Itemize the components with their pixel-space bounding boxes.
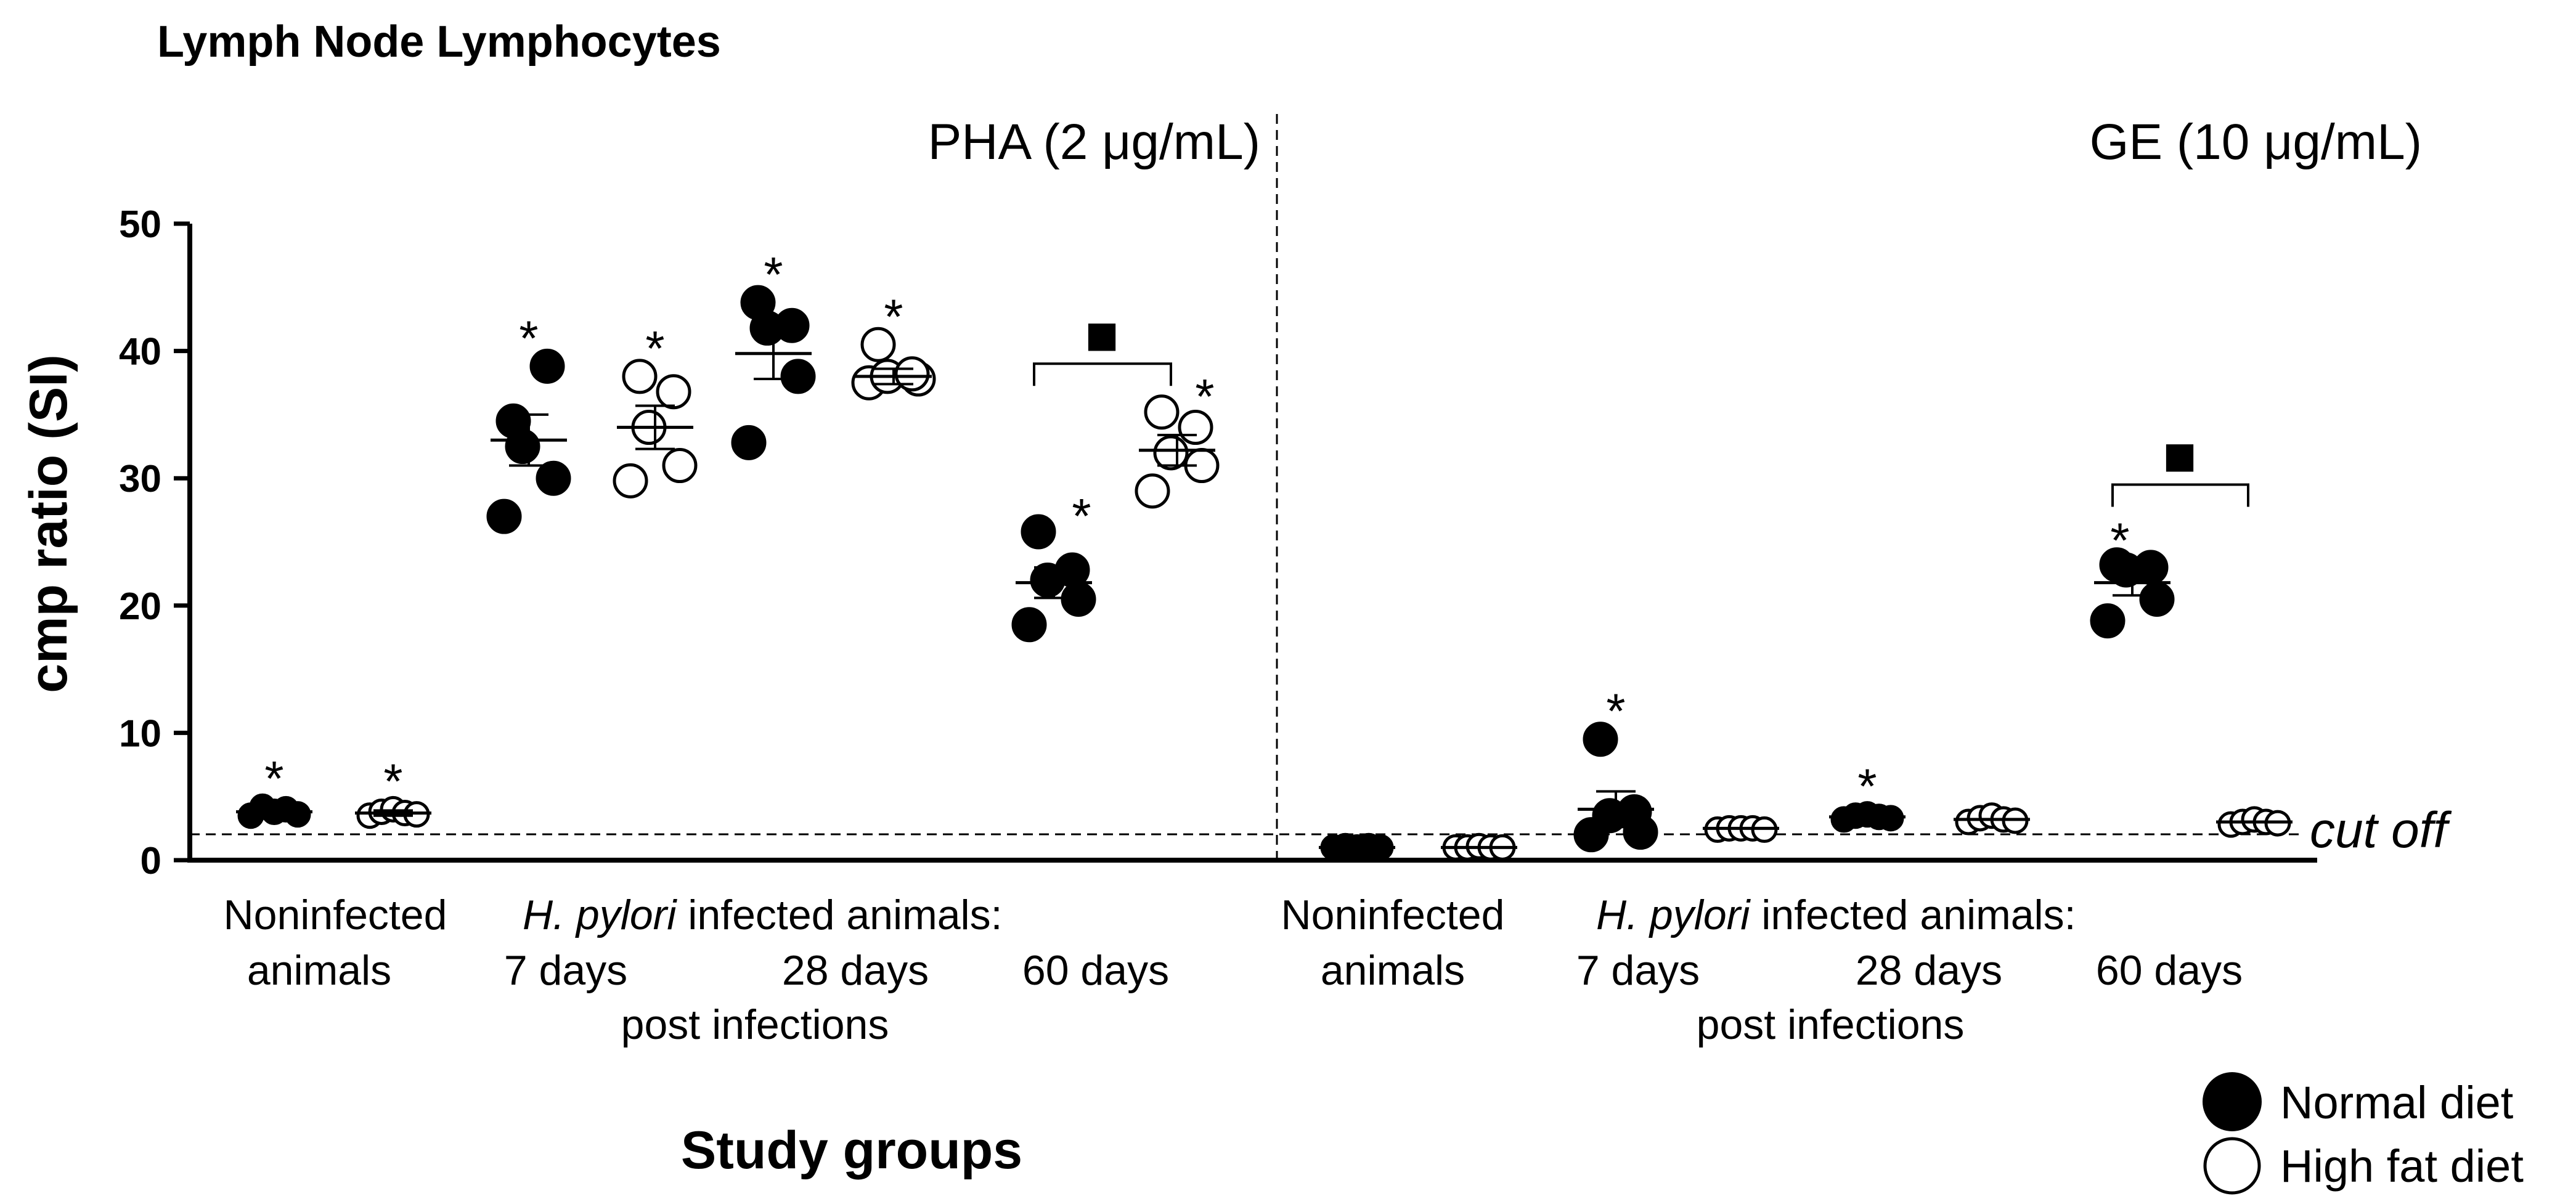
chart-title: Lymph Node Lymphocytes (157, 17, 721, 67)
legend-label-normal-diet: Normal diet (2280, 1077, 2514, 1128)
data-point (2139, 581, 2175, 617)
significance-marker: * (1857, 759, 1877, 814)
y-axis-label: cmp ratio (SI) (19, 354, 78, 693)
panel-title-pha: PHA (2 μg/mL) (928, 114, 1260, 170)
data-point (774, 307, 810, 343)
data-point (662, 448, 698, 484)
panel-title-ge: GE (10 μg/mL) (2090, 114, 2422, 170)
data-point (1135, 473, 1170, 509)
label-hpylori-ge: H. pylori (1596, 892, 1751, 938)
data-point (656, 374, 691, 410)
significance-marker: * (1195, 369, 1214, 424)
data-point (1021, 514, 1056, 550)
label-hpylori-pha: H. pylori (523, 892, 677, 938)
data-point (486, 498, 522, 534)
label-infected-animals-pha: infected animals: (676, 892, 1002, 938)
label-noninfected-ge: Noninfected (1281, 892, 1505, 938)
group-labels-ge: Noninfected animals H. pylori infected a… (1281, 892, 2243, 1048)
comparison-marker: ■ (1085, 313, 1119, 355)
data-point (1153, 435, 1189, 471)
significance-marker: * (764, 247, 783, 302)
data-point (894, 356, 930, 392)
data-point (622, 359, 658, 394)
data-point (1054, 552, 1090, 588)
data-point (536, 460, 571, 496)
data-point (2133, 550, 2169, 585)
y-tick-label: 20 (119, 585, 161, 628)
legend: Normal diet High fat diet (2203, 1072, 2524, 1195)
data-point (731, 425, 767, 460)
data-point (780, 359, 816, 394)
data-point (2090, 603, 2126, 639)
data-point (740, 285, 776, 320)
cutoff-label: cut off (2310, 802, 2452, 858)
y-tick-label: 0 (141, 840, 161, 882)
comparison-bracket (2111, 483, 2249, 507)
label-infected-animals-ge: infected animals: (1750, 892, 2076, 938)
data-point (1061, 581, 1096, 617)
legend-marker-normal-diet (2203, 1072, 2262, 1131)
comparison-bracket (1033, 362, 1172, 386)
data-point (1616, 794, 1652, 829)
label-7days-pha: 7 days (504, 947, 627, 994)
data-marks: * * * * * * * * * * * ■ ■ (236, 247, 2293, 861)
data-point (1144, 394, 1180, 430)
label-60days-pha: 60 days (1022, 947, 1169, 994)
y-tick-label: 40 (119, 331, 161, 373)
data-point (1583, 722, 1618, 757)
label-post-ge: post infections (1697, 1001, 1965, 1048)
label-noninfected-pha: Noninfected (224, 892, 447, 938)
significance-marker: * (1072, 489, 1091, 543)
y-tick-label: 50 (119, 203, 161, 246)
label-infected-ge: H. pylori infected animals: (1596, 892, 2076, 938)
significance-marker: * (645, 321, 664, 376)
comparison-marker: ■ (2163, 434, 2197, 476)
label-28days-ge: 28 days (1856, 947, 2002, 994)
significance-marker: * (884, 289, 903, 344)
group-labels-pha: Noninfected animals H. pylori infected a… (224, 892, 1170, 1048)
legend-marker-high-fat-diet (2203, 1137, 2261, 1195)
significance-marker: * (519, 311, 538, 365)
y-ticks: 0 10 20 30 40 50 (119, 203, 190, 882)
data-point (860, 327, 896, 362)
label-28days-pha: 28 days (782, 947, 929, 994)
x-axis-label: Study groups (681, 1121, 1022, 1180)
data-point (2099, 547, 2135, 583)
label-post-pha: post infections (621, 1001, 889, 1048)
label-7days-ge: 7 days (1576, 947, 1700, 994)
significance-marker: * (2110, 513, 2129, 568)
significance-marker: * (383, 754, 402, 808)
label-animals-pha: animals (247, 947, 391, 994)
data-point (1011, 607, 1047, 643)
significance-marker: * (1606, 684, 1625, 739)
legend-label-high-fat-diet: High fat diet (2280, 1141, 2524, 1192)
y-tick-label: 10 (119, 712, 161, 755)
data-point (613, 463, 648, 498)
significance-marker: * (264, 751, 283, 806)
y-tick-label: 30 (119, 458, 161, 500)
label-infected-pha: H. pylori infected animals: (523, 892, 1003, 938)
label-animals-ge: animals (1321, 947, 1465, 994)
label-60days-ge: 60 days (2096, 947, 2243, 994)
data-point (495, 403, 531, 439)
data-point (529, 348, 565, 384)
